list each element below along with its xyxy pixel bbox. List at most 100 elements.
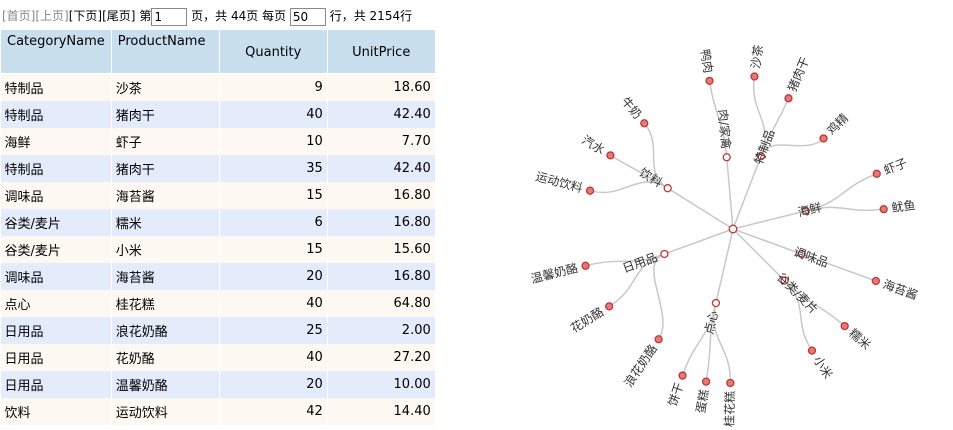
cell-category: 饮料 <box>0 398 112 425</box>
tree-link <box>681 302 717 376</box>
tree-node-label: 海鲜 <box>796 199 823 219</box>
cell-unitprice: 10.00 <box>327 371 436 398</box>
cell-unitprice: 2.00 <box>327 317 436 344</box>
tree-node-label: 海苔酱 <box>881 276 920 302</box>
tree-leaf-node[interactable] <box>606 151 615 160</box>
cell-quantity: 10 <box>219 128 328 155</box>
table-row[interactable]: 特制品 沙茶 9 18.60 <box>0 73 436 101</box>
tree-leaf-node[interactable] <box>678 371 687 380</box>
cell-product: 运动饮料 <box>111 398 220 425</box>
tree-leaf-node[interactable] <box>807 346 817 355</box>
cell-unitprice: 64.80 <box>327 290 436 317</box>
cell-category: 特制品 <box>0 101 112 128</box>
cell-product: 海苔酱 <box>111 182 220 209</box>
table-row[interactable]: 点心 桂花糕 40 64.80 <box>0 290 436 317</box>
tree-leaf-node[interactable] <box>784 94 793 103</box>
cell-unitprice: 18.60 <box>327 73 436 101</box>
column-header-unitprice[interactable]: UnitPrice <box>326 29 436 74</box>
cell-category: 日用品 <box>0 344 112 371</box>
tree-node-label: 花奶酪 <box>568 304 606 336</box>
tree-node-label: 蛋糕 <box>694 388 712 414</box>
tree-leaf-node[interactable] <box>750 72 759 81</box>
table-row[interactable]: 日用品 浪花奶酪 25 2.00 <box>0 317 436 344</box>
tree-leaf-node[interactable] <box>701 377 711 386</box>
table-row[interactable]: 特制品 猪肉干 35 42.40 <box>0 155 436 182</box>
cell-unitprice: 16.80 <box>327 263 436 290</box>
tree-leaf-node[interactable] <box>705 76 714 85</box>
next-page-link[interactable]: [下页] <box>68 9 103 23</box>
tree-link <box>784 280 813 352</box>
tree-link <box>610 154 669 189</box>
first-page-link[interactable]: [首页] <box>2 9 36 23</box>
tree-category-node[interactable] <box>722 153 731 162</box>
tree-node-label: 点心 <box>702 309 721 336</box>
tree-node-label: 牛奶 <box>618 94 645 122</box>
tree-leaf-node[interactable] <box>819 134 828 143</box>
tree-node-label: 鸭肉 <box>698 48 716 74</box>
tree-leaf-node[interactable] <box>640 119 649 128</box>
tree-node-label: 特制品 <box>751 127 778 166</box>
tree-root-node[interactable] <box>728 224 738 234</box>
page-count-label: 页，共 44页 每页 <box>191 9 287 23</box>
tree-category-node[interactable] <box>660 249 669 259</box>
table-row[interactable]: 日用品 花奶酪 40 27.20 <box>0 344 436 371</box>
tree-category-node[interactable] <box>780 276 789 285</box>
cell-unitprice: 14.40 <box>327 398 436 425</box>
tree-leaf-node[interactable] <box>879 205 888 214</box>
cell-unitprice: 27.20 <box>327 344 436 371</box>
cell-quantity: 40 <box>219 101 328 128</box>
cell-category: 点心 <box>0 290 112 317</box>
tree-category-node[interactable] <box>797 249 806 259</box>
cell-product: 花奶酪 <box>111 344 220 371</box>
last-page-link[interactable]: [尾页] <box>102 9 136 23</box>
tree-leaf-node[interactable] <box>654 335 663 344</box>
cell-quantity: 15 <box>219 236 328 263</box>
cell-category: 海鲜 <box>0 128 112 155</box>
column-header-category[interactable]: CategoryName <box>0 29 112 74</box>
tree-link <box>760 137 825 157</box>
tree-link <box>732 228 802 255</box>
tree-category-node[interactable] <box>801 206 810 216</box>
tree-node-label: 温馨奶酪 <box>529 260 579 286</box>
tree-category-node[interactable] <box>663 184 672 193</box>
tree-leaf-node[interactable] <box>605 302 614 311</box>
column-header-product[interactable]: ProductName <box>110 29 220 74</box>
tree-link <box>760 97 790 157</box>
product-table: CategoryName ProductName Quantity UnitPr… <box>0 29 436 425</box>
tree-node-label: 虾子 <box>882 156 909 178</box>
table-row[interactable]: 饮料 运动饮料 42 14.40 <box>0 398 436 425</box>
row-count-label: 行，共 2154行 <box>329 9 413 23</box>
tree-node-label: 饼干 <box>665 381 686 408</box>
tree-leaf-node[interactable] <box>585 186 595 195</box>
tree-leaf-node[interactable] <box>872 169 881 178</box>
prev-page-link[interactable]: [上页] <box>35 9 69 23</box>
page-size-input[interactable] <box>289 7 326 26</box>
table-row[interactable]: 调味品 海苔酱 15 16.80 <box>0 182 436 209</box>
tree-leaf-node[interactable] <box>581 261 590 270</box>
table-row[interactable]: 特制品 猪肉干 40 42.40 <box>0 101 436 128</box>
cell-unitprice: 7.70 <box>327 128 436 155</box>
tree-link <box>801 253 877 282</box>
table-row[interactable]: 谷类/麦片 糯米 6 16.80 <box>0 209 436 236</box>
tree-nodes <box>581 72 888 388</box>
cell-quantity: 42 <box>219 398 328 425</box>
tree-link <box>585 253 665 267</box>
table-row[interactable]: 谷类/麦片 小米 15 15.60 <box>0 236 436 263</box>
page-prefix-label: 第 <box>139 9 152 23</box>
table-row[interactable]: 日用品 温馨奶酪 20 10.00 <box>0 371 436 398</box>
tree-category-node[interactable] <box>711 298 721 308</box>
tree-link <box>715 228 734 304</box>
cell-unitprice: 16.80 <box>327 182 436 209</box>
column-header-quantity[interactable]: Quantity <box>218 29 328 74</box>
table-row[interactable]: 调味品 海苔酱 20 16.80 <box>0 263 436 290</box>
table-row[interactable]: 海鲜 虾子 10 7.70 <box>0 128 436 155</box>
cell-category: 调味品 <box>0 263 112 290</box>
tree-leaf-node[interactable] <box>840 321 849 331</box>
tree-category-node[interactable] <box>756 152 766 161</box>
cell-product: 小米 <box>111 236 220 263</box>
tree-node-label: 调味品 <box>792 245 831 270</box>
tree-leaf-node[interactable] <box>726 378 735 388</box>
tree-leaf-node[interactable] <box>871 276 880 286</box>
page-number-input[interactable] <box>151 7 188 26</box>
cell-product: 温馨奶酪 <box>111 371 220 398</box>
